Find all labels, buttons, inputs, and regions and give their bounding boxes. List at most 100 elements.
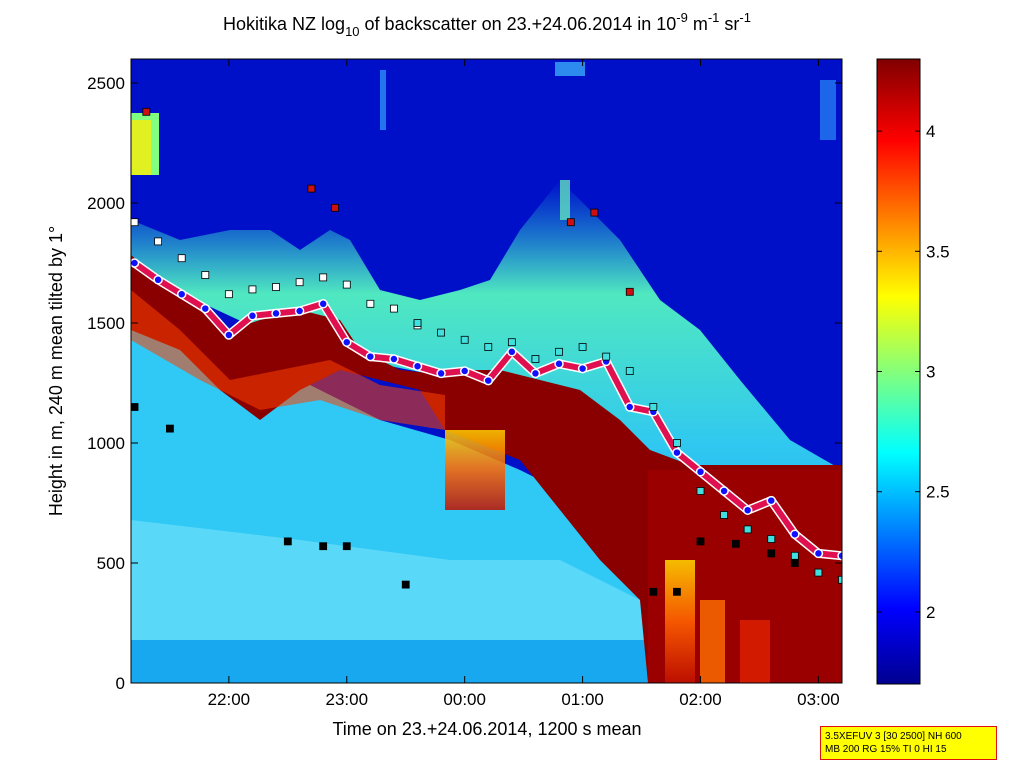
marker-layer — [131, 107, 842, 596]
x-tick-label: 02:00 — [679, 690, 722, 709]
series-2-point — [649, 403, 658, 411]
x-tick-label: 03:00 — [797, 690, 840, 709]
y-tick-label: 500 — [97, 554, 125, 573]
series-2-point — [767, 535, 776, 543]
series-0-point — [412, 361, 423, 371]
series-2-point — [460, 335, 469, 344]
series-0-point — [294, 306, 305, 316]
y-tick-label: 2000 — [87, 194, 125, 213]
series-2-point — [602, 352, 611, 361]
series-0-point — [365, 351, 376, 362]
series-3-point — [319, 542, 328, 551]
series-0-point — [577, 363, 588, 374]
colorbar-tick-label: 4 — [926, 122, 935, 141]
x-tick-label: 22:00 — [208, 690, 251, 709]
series-1-point — [319, 273, 328, 282]
series-0-point — [459, 366, 470, 376]
series-3-point — [131, 403, 139, 411]
series-0-point — [389, 354, 399, 364]
series-0-point — [318, 299, 328, 309]
info-box-line-1: 3.5XEFUV 3 [30 2500] NH 600 — [825, 731, 962, 742]
series-0-point — [131, 258, 140, 268]
series-3-point — [401, 580, 410, 589]
series-1-point — [224, 290, 233, 299]
series-0-point — [483, 375, 494, 386]
colorbar: 2 2.5 3 3.5 4 — [876, 58, 950, 685]
series-2-point — [484, 343, 493, 351]
info-box-line-2: MB 200 RG 15% TI 0 HI 15 — [825, 744, 947, 755]
series-0-point — [153, 275, 163, 285]
series-1-point — [154, 237, 163, 246]
series-0-point — [247, 311, 258, 321]
series-3-point — [283, 537, 292, 546]
series-0-point — [625, 402, 635, 412]
series-3-point — [790, 559, 799, 567]
series-0-point — [719, 486, 729, 496]
series-2-point — [790, 551, 799, 560]
series-2-point — [814, 568, 823, 577]
series-1-point — [201, 271, 210, 279]
series-4-point — [307, 184, 316, 193]
series-4-point — [590, 208, 599, 217]
series-4-point — [142, 107, 151, 116]
y-axis: 0 500 1000 1500 2000 2500 — [87, 74, 842, 693]
info-box: 3.5XEFUV 3 [30 2500] NH 600 MB 200 RG 15… — [820, 726, 997, 760]
series-1-point — [366, 299, 375, 308]
series-3-point — [342, 542, 351, 551]
series-2-point — [507, 338, 516, 347]
y-tick-label: 1000 — [87, 434, 125, 453]
series-2-point — [531, 355, 540, 363]
series-0-point — [342, 337, 352, 347]
series-0-point — [742, 505, 753, 515]
series-1-point — [177, 254, 186, 263]
series-0-point — [530, 368, 541, 379]
series-1-point — [295, 278, 304, 287]
series-2-point — [578, 343, 587, 351]
series-0-point — [837, 551, 842, 561]
series-0-point — [766, 495, 777, 506]
x-tick-label: 23:00 — [326, 690, 369, 709]
y-tick-label: 1500 — [87, 314, 125, 333]
series-0-point — [200, 303, 211, 314]
colorbar-tick-label: 3.5 — [926, 242, 950, 261]
x-tick-label: 01:00 — [561, 690, 604, 709]
y-tick-label: 0 — [116, 674, 125, 693]
series-1-point — [131, 218, 139, 227]
colorbar-tick-label: 3 — [926, 363, 935, 382]
plot-frame — [130, 58, 843, 684]
series-1-point — [272, 283, 280, 291]
series-1-point — [248, 285, 257, 294]
x-axis-label: Time on 23.+24.06.2014, 1200 s mean — [332, 719, 641, 739]
series-1-point — [342, 280, 351, 289]
chart-title: Hokitika NZ log10 of backscatter on 23.+… — [223, 10, 751, 39]
series-3-point — [731, 539, 740, 548]
x-tick-label: 00:00 — [443, 690, 486, 709]
series-4-point — [625, 287, 634, 296]
y-axis-label: Height in m, 240 m mean tilted by 1° — [46, 226, 66, 516]
series-0-point — [507, 347, 517, 357]
series-3-point — [166, 424, 174, 433]
series-0-point — [672, 447, 682, 458]
series-2-point — [625, 367, 634, 375]
series-2-point — [437, 328, 446, 337]
series-0-point — [436, 368, 446, 379]
series-2-point — [838, 575, 842, 584]
series-0-point — [224, 330, 234, 340]
series-4-point — [331, 203, 339, 212]
series-2-point — [696, 487, 705, 495]
x-axis: 22:00 23:00 00:00 01:00 02:00 03:00 — [208, 59, 840, 709]
series-0-point — [271, 308, 281, 319]
colorbar-tick-label: 2.5 — [926, 483, 950, 502]
series-3-point — [673, 587, 681, 596]
series-1-point — [390, 304, 398, 313]
series-0-point — [813, 548, 824, 559]
series-2-point — [413, 319, 422, 327]
y-tick-label: 2500 — [87, 74, 125, 93]
series-2-point — [673, 439, 681, 447]
series-4-point — [566, 218, 575, 227]
series-0-point — [695, 467, 706, 477]
series-3-point — [696, 537, 705, 546]
colorbar-tick-label: 2 — [926, 603, 935, 622]
series-2-point — [743, 525, 752, 534]
